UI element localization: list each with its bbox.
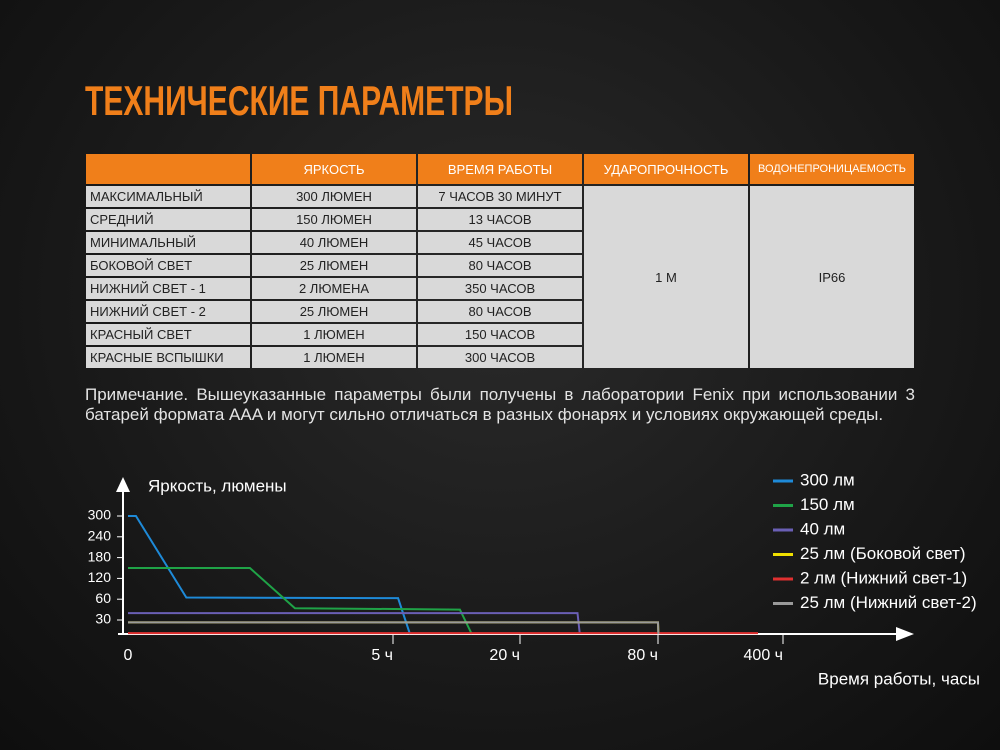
mode-cell: МИНИМАЛЬНЫЙ — [86, 232, 250, 253]
cell: 150 ЛЮМЕН — [252, 209, 416, 230]
legend-label: 150 лм — [800, 495, 855, 514]
legend-label: 40 лм — [800, 519, 845, 538]
cell: 25 ЛЮМЕН — [252, 255, 416, 276]
header-row: ЯРКОСТЬ ВРЕМЯ РАБОТЫ УДАРОПРОЧНОСТЬ ВОДОНЕП… — [86, 154, 914, 184]
waterproof-cell: IP66 — [750, 186, 914, 368]
mode-cell: КРАСНЫЙ СВЕТ — [86, 324, 250, 345]
mode-cell: КРАСНЫЕ ВСПЫШКИ — [86, 347, 250, 368]
cell: 25 ЛЮМЕН — [252, 301, 416, 322]
header-cell: УДАРОПРОЧНОСТЬ — [584, 154, 748, 184]
cell: 40 ЛЮМЕН — [252, 232, 416, 253]
cell: 7 ЧАСОВ 30 МИНУТ — [418, 186, 582, 207]
header-cell — [86, 154, 250, 184]
x-tick-label: 400 ч — [744, 647, 783, 664]
cell: 2 ЛЮМЕНА — [252, 278, 416, 299]
cell: 80 ЧАСОВ — [418, 255, 582, 276]
legend-label: 25 лм (Нижний свет-2) — [800, 593, 977, 612]
table-row: КРАСНЫЙ СВЕТ 1 ЛЮМЕН 150 ЧАСОВ — [86, 324, 914, 345]
legend-label: 25 лм (Боковой свет) — [800, 544, 966, 563]
x-tick-label: 5 ч — [371, 647, 393, 664]
y-tick-label: 120 — [88, 569, 112, 585]
mode-cell: НИЖНИЙ СВЕТ - 2 — [86, 301, 250, 322]
x-axis-arrow — [896, 627, 914, 641]
table-row: СРЕДНИЙ 150 ЛЮМЕН 13 ЧАСОВ — [86, 209, 914, 230]
cell: 150 ЧАСОВ — [418, 324, 582, 345]
series-line — [128, 612, 581, 635]
y-axis-label: Яркость, люмены — [148, 476, 287, 495]
x-axis-label: Время работы, часы — [818, 669, 980, 688]
page-title: ТЕХНИЧЕСКИЕ ПАРАМЕТРЫ — [85, 77, 513, 124]
cell: 1 ЛЮМЕН — [252, 347, 416, 368]
x-tick-label: 0 — [124, 647, 133, 664]
cell: 1 ЛЮМЕН — [252, 324, 416, 345]
table-row: МАКСИМАЛЬНЫЙ 300 ЛЮМЕН 7 ЧАСОВ 30 МИНУТ 1 М… — [86, 186, 914, 368]
table-row: МИНИМАЛЬНЫЙ 40 ЛЮМЕН 45 ЧАСОВ — [86, 232, 914, 253]
header-cell: ВОДОНЕПРОНИЦАЕМОСТЬ — [750, 154, 914, 184]
cell: 300 ЛЮМЕН — [252, 186, 416, 207]
series-line — [128, 567, 473, 635]
y-tick-label: 180 — [88, 548, 112, 564]
cell: 45 ЧАСОВ — [418, 232, 582, 253]
series-line — [128, 515, 411, 635]
note: Примечание. Вышеуказанные параметры были… — [85, 385, 915, 424]
table-row: КРАСНЫЕ ВСПЫШКИ 1 ЛЮМЕН 300 ЧАСОВ — [86, 347, 914, 368]
header-cell: ВРЕМЯ РАБОТЫ — [418, 154, 582, 184]
header-cell: ЯРКОСТЬ — [252, 154, 416, 184]
y-tick-label: 30 — [95, 611, 111, 627]
impact-cell: 1 М — [584, 186, 748, 368]
y-tick-label: 300 — [88, 507, 112, 523]
legend-label: 300 лм — [800, 470, 855, 489]
series-line — [128, 621, 660, 635]
mode-cell: СРЕДНИЙ — [86, 209, 250, 230]
mode-cell: БОКОВОЙ СВЕТ — [86, 255, 250, 276]
table-row: НИЖНИЙ СВЕТ - 2 25 ЛЮМЕН 80 ЧАСОВ — [86, 301, 914, 322]
legend-label: 2 лм (Нижний свет-1) — [800, 568, 967, 587]
y-tick-label: 240 — [88, 528, 112, 544]
cell: 13 ЧАСОВ — [418, 209, 582, 230]
y-axis-arrow — [116, 477, 130, 492]
mode-cell: НИЖНИЙ СВЕТ - 1 — [86, 278, 250, 299]
x-tick-label: 80 ч — [627, 647, 658, 664]
mode-cell: МАКСИМАЛЬНЫЙ — [86, 186, 250, 207]
x-tick-label: 20 ч — [489, 647, 520, 664]
cell: 350 ЧАСОВ — [418, 278, 582, 299]
table-row: БОКОВОЙ СВЕТ 25 ЛЮМЕН 80 ЧАСОВ — [86, 255, 914, 276]
spec-table: ЯРКОСТЬ ВРЕМЯ РАБОТЫ УДАРОПРОЧНОСТЬ ВОДОНЕП… — [84, 152, 916, 370]
cell: 300 ЧАСОВ — [418, 347, 582, 368]
cell: 80 ЧАСОВ — [418, 301, 582, 322]
y-tick-label: 60 — [95, 590, 111, 606]
